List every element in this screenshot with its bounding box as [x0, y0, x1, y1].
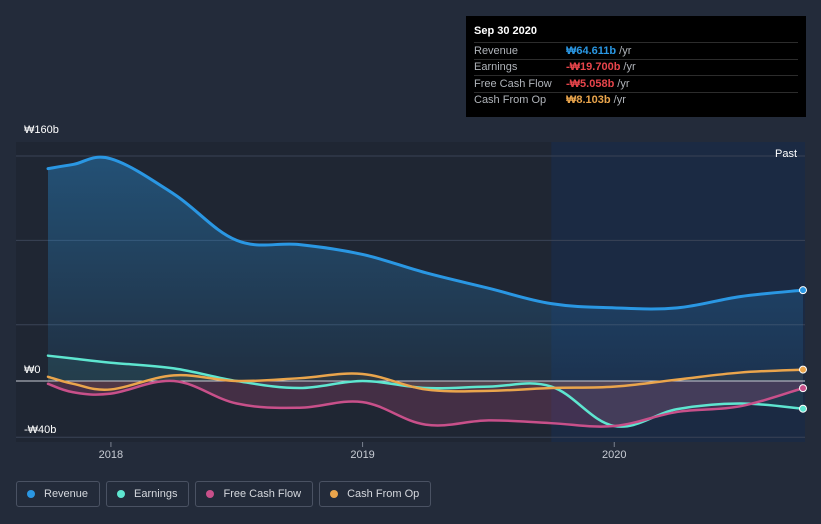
tooltip-unit: /yr — [617, 77, 630, 90]
cash-from-op-endpoint — [799, 365, 807, 374]
x-axis: 2018 2019 2020 — [99, 442, 626, 461]
legend-item-cash-from-op[interactable]: Cash From Op — [319, 481, 432, 507]
earnings-area — [48, 355, 803, 427]
cash-from-op-line — [46, 368, 805, 393]
x-tick-label: 2018 — [99, 449, 123, 461]
legend: Revenue Earnings Free Cash Flow Cash From O… — [16, 481, 432, 507]
x-tick-label: 2020 — [602, 449, 626, 461]
legend-label: Earnings — [134, 488, 178, 500]
tooltip-row: Revenue ₩64.611b/yr — [474, 42, 798, 59]
legend-dot-icon — [206, 490, 215, 498]
x-tick-label: 2019 — [350, 449, 374, 461]
tooltip-label: Free Cash Flow — [474, 77, 552, 90]
series-endpoints — [799, 286, 807, 413]
y-axis: ₩160b ₩0 -₩40b — [24, 124, 59, 436]
tooltip-date: Sep 30 2020 — [474, 25, 537, 37]
tooltip-label: Revenue — [474, 44, 519, 57]
revenue-area — [48, 157, 803, 381]
legend-dot-icon — [27, 490, 35, 498]
legend-item-free-cash-flow[interactable]: Free Cash Flow — [195, 481, 314, 507]
tooltip-row: Earnings -₩19.700b/yr — [474, 58, 798, 76]
earnings-endpoint — [799, 404, 807, 413]
revenue-line — [46, 155, 805, 311]
tooltip-unit: /yr — [619, 44, 632, 57]
y-tick-label: ₩160b — [24, 124, 59, 136]
tooltip-unit: /yr — [623, 61, 636, 74]
tooltip-rows: Revenue ₩64.611b/yr Earnings -₩19.700b/yr Fr… — [474, 42, 798, 108]
revenue-endpoint — [799, 286, 807, 295]
series-lines — [46, 155, 805, 428]
free-cash-flow-area — [48, 380, 803, 427]
legend-label: Cash From Op — [347, 488, 420, 500]
legend-label: Revenue — [44, 488, 89, 500]
tooltip-value: -₩19.700b — [566, 61, 621, 74]
legend-item-revenue[interactable]: Revenue — [16, 481, 101, 507]
tooltip-row: Cash From Op ₩8.103b/yr — [474, 91, 798, 109]
tooltip-label: Earnings — [474, 61, 518, 74]
past-region-shade — [551, 142, 805, 442]
tooltip-label: Cash From Op — [474, 94, 547, 107]
tooltip-value: ₩64.611b — [566, 44, 617, 57]
legend-item-earnings[interactable]: Earnings — [106, 481, 190, 507]
past-label: Past — [775, 148, 797, 160]
free-cash-flow-line — [46, 379, 805, 428]
legend-dot-icon — [117, 490, 126, 498]
tooltip-row: Free Cash Flow -₩5.058b/yr — [474, 75, 798, 92]
y-tick-label: -₩40b — [24, 424, 56, 436]
tooltip-unit: /yr — [613, 94, 626, 107]
free-cash-flow-endpoint — [799, 384, 807, 393]
tooltip: Sep 30 2020 Revenue ₩64.611b/yr Earnings -₩… — [466, 16, 806, 117]
earnings-line — [46, 354, 805, 428]
y-tick-label: ₩0 — [24, 364, 41, 376]
tooltip-value: ₩8.103b — [566, 94, 611, 107]
legend-label: Free Cash Flow — [223, 488, 302, 500]
legend-dot-icon — [330, 490, 339, 498]
tooltip-value: -₩5.058b — [566, 77, 615, 90]
